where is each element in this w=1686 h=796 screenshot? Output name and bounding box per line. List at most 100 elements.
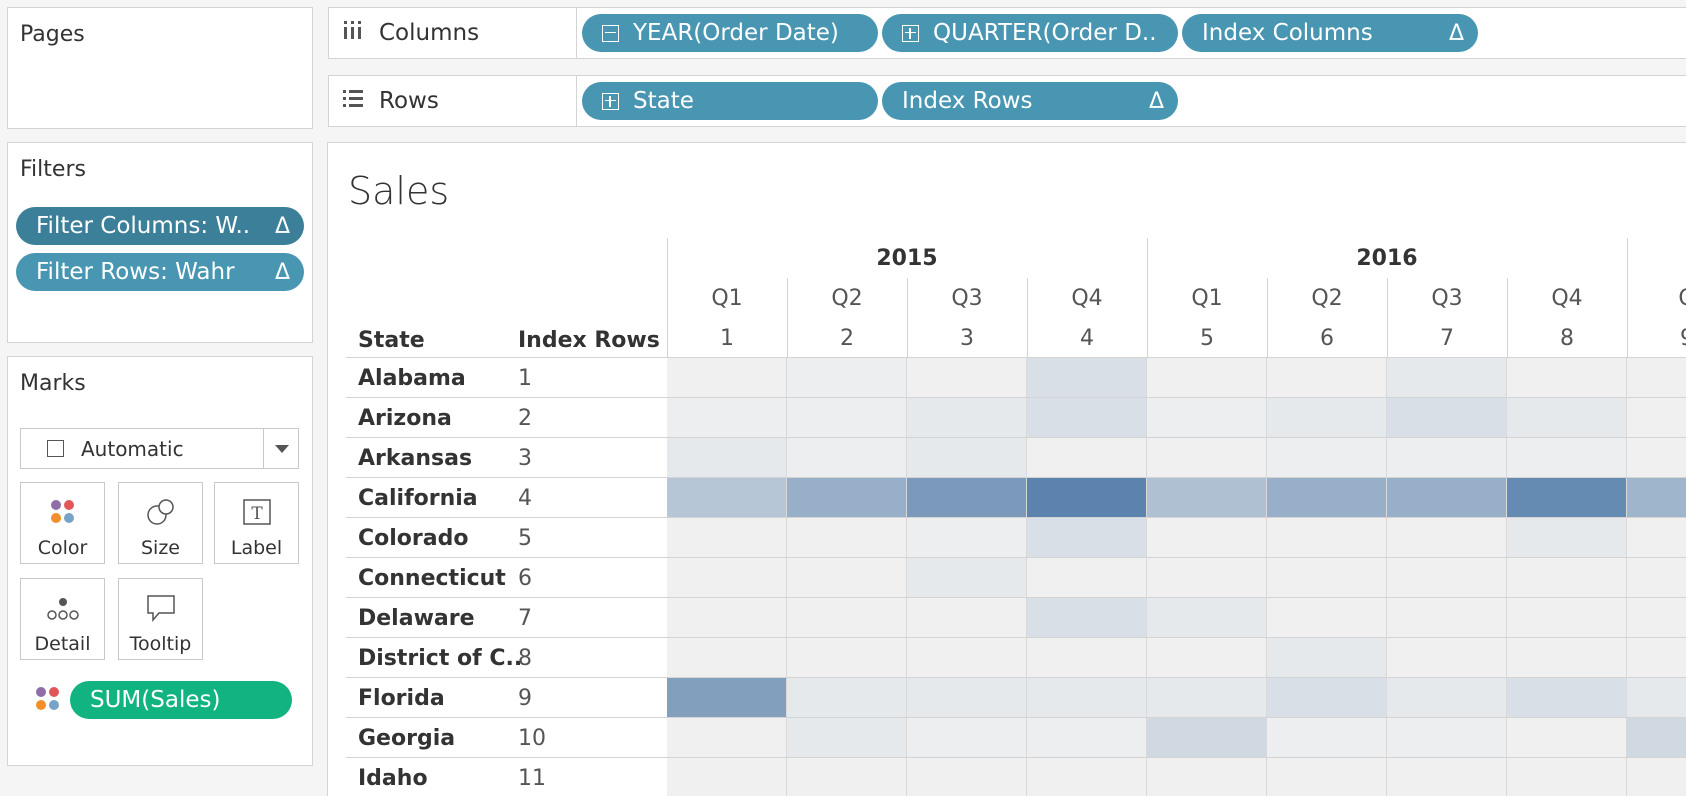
- heatmap-cell[interactable]: [787, 398, 907, 437]
- heatmap-cell[interactable]: [667, 598, 787, 637]
- heatmap-cell[interactable]: [1387, 518, 1507, 557]
- heatmap-cell[interactable]: [1027, 598, 1147, 637]
- heatmap-cell[interactable]: [907, 718, 1027, 757]
- heatmap-cell[interactable]: [1267, 678, 1387, 717]
- year-order-date-pill[interactable]: YEAR(Order Date): [582, 14, 878, 52]
- heatmap-cell[interactable]: [1387, 398, 1507, 437]
- heatmap-cell[interactable]: [1387, 598, 1507, 637]
- heatmap-cell[interactable]: [1387, 478, 1507, 517]
- heatmap-cell[interactable]: [787, 598, 907, 637]
- heatmap-cell[interactable]: [1507, 358, 1627, 397]
- heatmap-cell[interactable]: [1387, 438, 1507, 477]
- heatmap-cell[interactable]: [1627, 558, 1686, 597]
- heatmap-cell[interactable]: [1627, 638, 1686, 677]
- heatmap-cell[interactable]: [787, 638, 907, 677]
- mark-type-dropdown[interactable]: Automatic: [20, 428, 299, 469]
- heatmap-cell[interactable]: [1627, 438, 1686, 477]
- collapse-icon[interactable]: [602, 24, 619, 42]
- heatmap-cell[interactable]: [907, 398, 1027, 437]
- heatmap-cell[interactable]: [1627, 598, 1686, 637]
- index-columns-pill[interactable]: Index Columns Δ: [1182, 14, 1478, 52]
- heatmap-cell[interactable]: [667, 678, 787, 717]
- heatmap-cell[interactable]: [1627, 678, 1686, 717]
- heatmap-cell[interactable]: [907, 758, 1027, 796]
- filter-columns-pill[interactable]: Filter Columns: W.. Δ: [16, 207, 304, 245]
- heatmap-cell[interactable]: [1387, 358, 1507, 397]
- heatmap-cell[interactable]: [787, 758, 907, 796]
- heatmap-cell[interactable]: [1627, 478, 1686, 517]
- heatmap-cell[interactable]: [787, 718, 907, 757]
- heatmap-cell[interactable]: [1027, 718, 1147, 757]
- sum-sales-pill[interactable]: SUM(Sales): [70, 681, 292, 719]
- heatmap-cell[interactable]: [1147, 358, 1267, 397]
- heatmap-cell[interactable]: [1267, 438, 1387, 477]
- heatmap-cell[interactable]: [1507, 478, 1627, 517]
- heatmap-cell[interactable]: [1507, 558, 1627, 597]
- heatmap-cell[interactable]: [667, 518, 787, 557]
- size-button[interactable]: Size: [118, 482, 203, 564]
- heatmap-cell[interactable]: [1387, 758, 1507, 796]
- heatmap-cell[interactable]: [1387, 678, 1507, 717]
- heatmap-cell[interactable]: [787, 558, 907, 597]
- heatmap-cell[interactable]: [1507, 758, 1627, 796]
- heatmap-cell[interactable]: [667, 558, 787, 597]
- heatmap-cell[interactable]: [667, 398, 787, 437]
- heatmap-cell[interactable]: [1147, 758, 1267, 796]
- heatmap-cell[interactable]: [1027, 518, 1147, 557]
- heatmap-cell[interactable]: [907, 358, 1027, 397]
- heatmap-cell[interactable]: [667, 478, 787, 517]
- heatmap-cell[interactable]: [1147, 518, 1267, 557]
- heatmap-cell[interactable]: [1027, 358, 1147, 397]
- heatmap-cell[interactable]: [1627, 718, 1686, 757]
- heatmap-cell[interactable]: [1267, 518, 1387, 557]
- quarter-order-date-pill[interactable]: QUARTER(Order D..: [882, 14, 1178, 52]
- heatmap-cell[interactable]: [1387, 638, 1507, 677]
- heatmap-cell[interactable]: [1147, 678, 1267, 717]
- heatmap-cell[interactable]: [907, 638, 1027, 677]
- heatmap-cell[interactable]: [907, 678, 1027, 717]
- heatmap-cell[interactable]: [1027, 678, 1147, 717]
- heatmap-cell[interactable]: [1267, 478, 1387, 517]
- heatmap-cell[interactable]: [1027, 638, 1147, 677]
- heatmap-cell[interactable]: [907, 558, 1027, 597]
- heatmap-cell[interactable]: [667, 438, 787, 477]
- label-button[interactable]: T Label: [214, 482, 299, 564]
- filter-rows-pill[interactable]: Filter Rows: Wahr Δ: [16, 253, 304, 291]
- heatmap-cell[interactable]: [787, 438, 907, 477]
- heatmap-cell[interactable]: [907, 438, 1027, 477]
- heatmap-cell[interactable]: [1627, 758, 1686, 796]
- expand-icon[interactable]: [602, 92, 619, 110]
- heatmap-cell[interactable]: [907, 598, 1027, 637]
- heatmap-cell[interactable]: [1507, 638, 1627, 677]
- heatmap-cell[interactable]: [667, 358, 787, 397]
- heatmap-cell[interactable]: [1147, 638, 1267, 677]
- heatmap-cell[interactable]: [1267, 718, 1387, 757]
- heatmap-cell[interactable]: [1027, 398, 1147, 437]
- heatmap-cell[interactable]: [1147, 718, 1267, 757]
- expand-icon[interactable]: [902, 24, 919, 42]
- heatmap-cell[interactable]: [1147, 558, 1267, 597]
- heatmap-cell[interactable]: [1147, 478, 1267, 517]
- heatmap-cell[interactable]: [1267, 758, 1387, 796]
- index-rows-pill[interactable]: Index Rows Δ: [882, 82, 1178, 120]
- heatmap-cell[interactable]: [1267, 398, 1387, 437]
- heatmap-cell[interactable]: [1147, 598, 1267, 637]
- chevron-down-icon[interactable]: [275, 445, 289, 453]
- heatmap-cell[interactable]: [1507, 598, 1627, 637]
- heatmap-cell[interactable]: [787, 358, 907, 397]
- heatmap-cell[interactable]: [1267, 558, 1387, 597]
- pages-card[interactable]: Pages: [7, 7, 313, 129]
- heatmap-cell[interactable]: [667, 758, 787, 796]
- heatmap-cell[interactable]: [1627, 358, 1686, 397]
- heatmap-cell[interactable]: [1627, 398, 1686, 437]
- heatmap-cell[interactable]: [787, 478, 907, 517]
- heatmap-cell[interactable]: [1387, 558, 1507, 597]
- heatmap-cell[interactable]: [1027, 558, 1147, 597]
- heatmap-cell[interactable]: [667, 718, 787, 757]
- heatmap-cell[interactable]: [1027, 758, 1147, 796]
- heatmap-cell[interactable]: [907, 478, 1027, 517]
- tooltip-button[interactable]: Tooltip: [118, 578, 203, 660]
- heatmap-cell[interactable]: [1147, 438, 1267, 477]
- state-pill[interactable]: State: [582, 82, 878, 120]
- heatmap-cell[interactable]: [907, 518, 1027, 557]
